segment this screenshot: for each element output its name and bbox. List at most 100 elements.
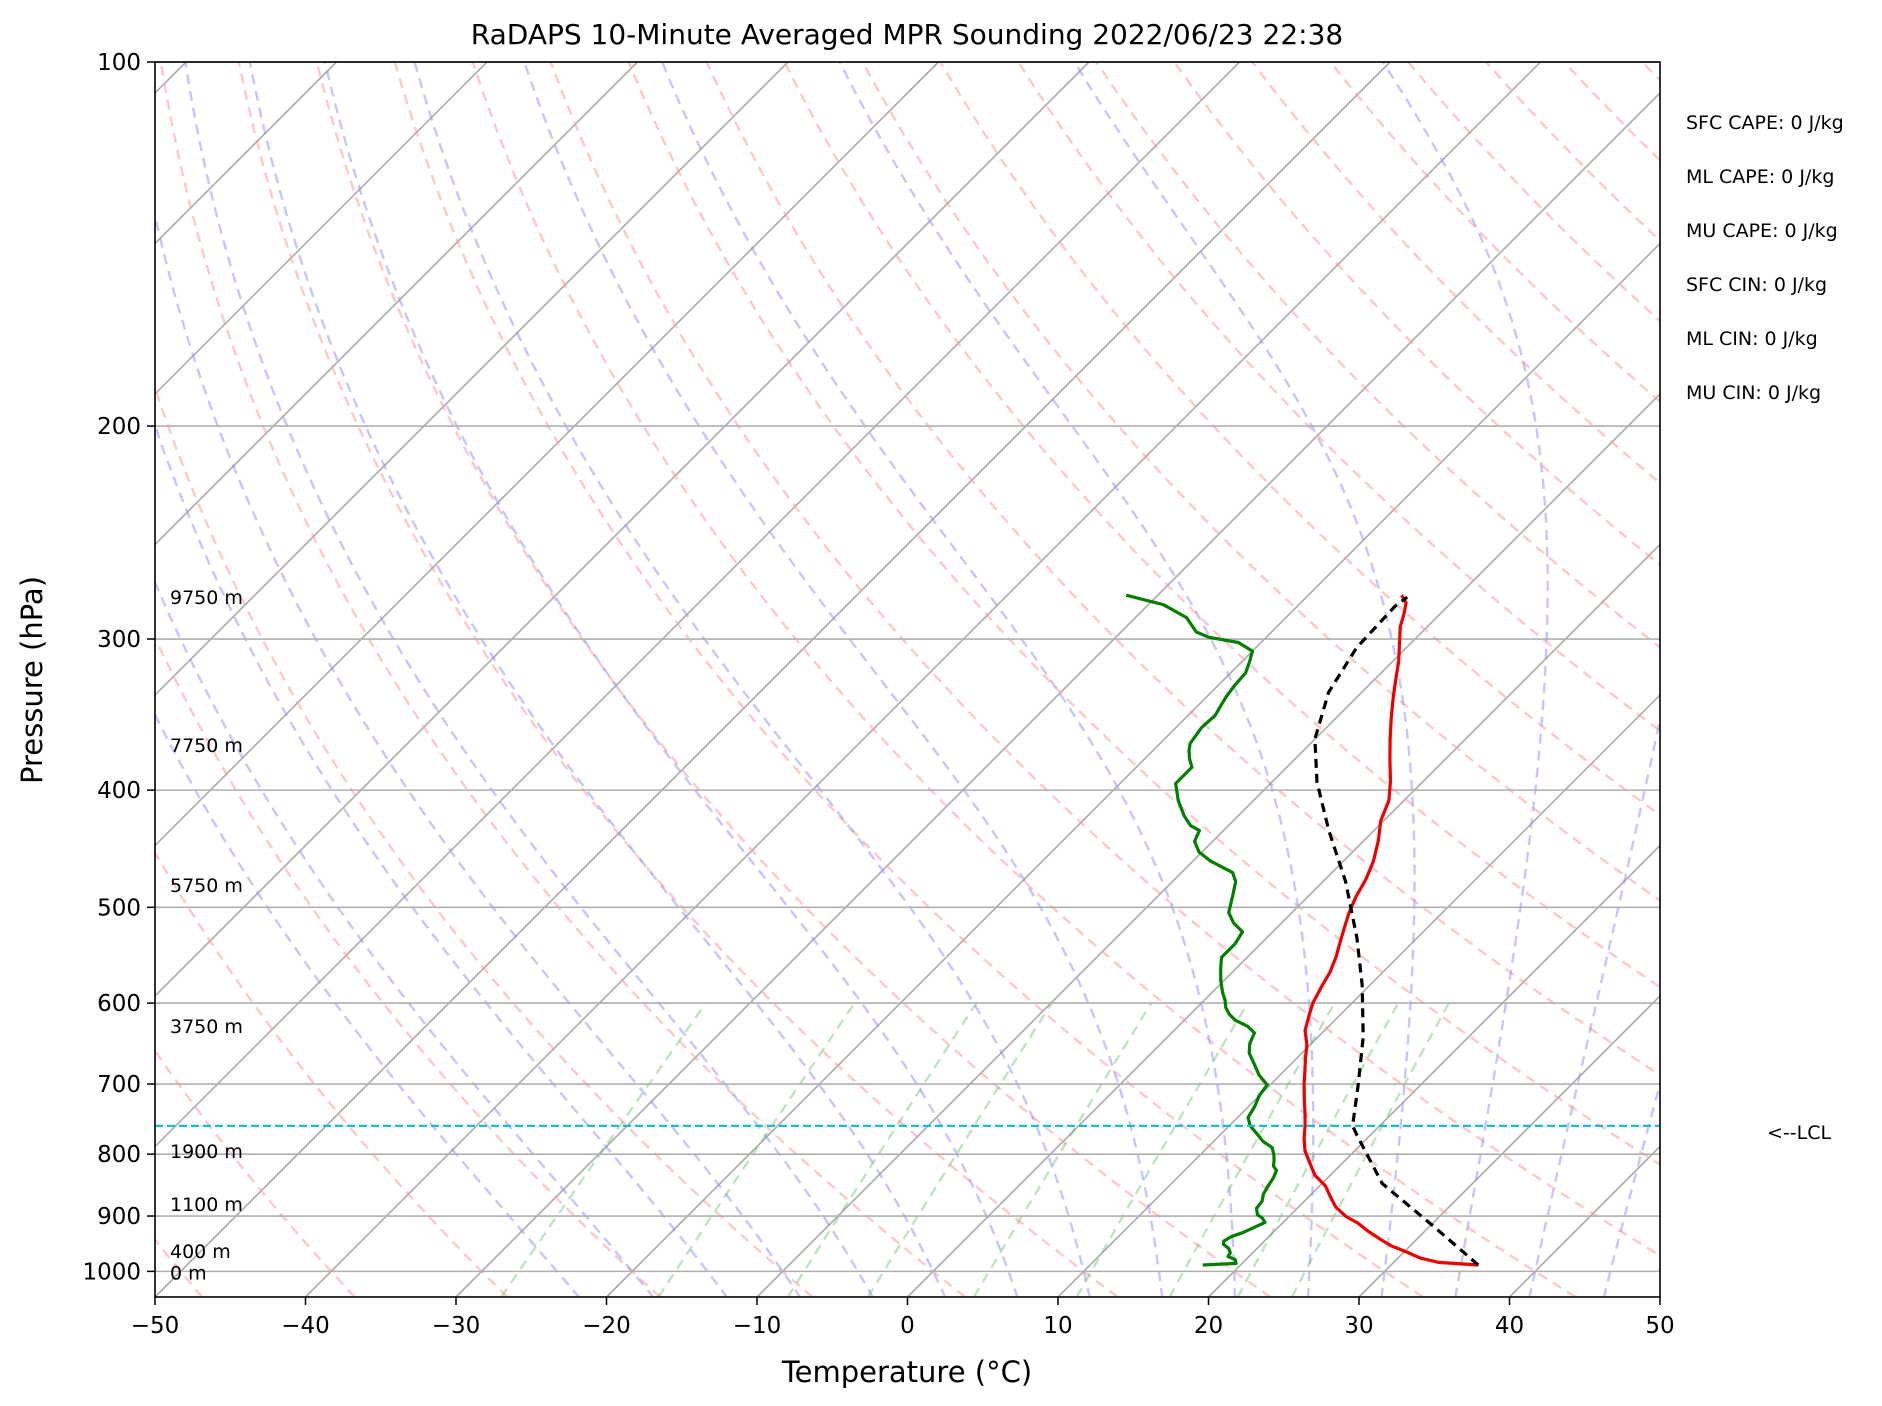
isotherm-line bbox=[906, 543, 1660, 1297]
moist-adiabat-line bbox=[660, 62, 1237, 1297]
isotherm-line bbox=[455, 91, 1660, 1297]
dry-adiabat-line bbox=[155, 850, 509, 1297]
x-tick-label: 10 bbox=[1043, 1313, 1072, 1339]
x-tick-label: 0 bbox=[900, 1313, 915, 1339]
height-label: 9750 m bbox=[170, 587, 243, 609]
parcel-profile bbox=[1313, 595, 1480, 1267]
dry-adiabat-line bbox=[1017, 62, 1660, 733]
x-tick-label: −20 bbox=[582, 1313, 631, 1339]
mixing-ratio-line bbox=[866, 1002, 1053, 1297]
moist-adiabat-line bbox=[155, 210, 802, 1297]
stat-label: ML CAPE: 0 J/kg bbox=[1686, 166, 1834, 188]
y-tick-label: 100 bbox=[97, 50, 141, 76]
x-tick-label: −30 bbox=[432, 1313, 481, 1339]
dry-adiabat-line bbox=[705, 62, 1660, 1077]
height-labels: 9750 m 7750 m 5750 m 3750 m 1900 m 1100 m 400 … bbox=[170, 587, 243, 1284]
dry-adiabat-line bbox=[237, 62, 1119, 1297]
height-label: 1100 m bbox=[170, 1194, 243, 1216]
isotherm-line bbox=[155, 62, 639, 546]
mixing-ratio-line bbox=[500, 1002, 707, 1297]
mixing-ratio-line bbox=[786, 1002, 978, 1297]
x-axis: −50 −40 −30 −20 −10 0 10 20 30 40 50 bbox=[131, 1297, 1675, 1339]
height-label: 5750 m bbox=[170, 875, 243, 897]
moist-adiabat-line bbox=[155, 711, 581, 1297]
stat-label: MU CAPE: 0 J/kg bbox=[1686, 220, 1838, 242]
lcl-label: <--LCL bbox=[1767, 1122, 1831, 1144]
y-tick-label: 500 bbox=[97, 895, 141, 921]
isotherm-line bbox=[1659, 1295, 1660, 1297]
y-tick-label: 800 bbox=[97, 1142, 141, 1168]
dry-adiabat-line bbox=[1173, 62, 1660, 567]
dry-adiabat-line bbox=[627, 62, 1660, 1167]
x-tick-label: 50 bbox=[1645, 1313, 1674, 1339]
mixing-ratio-line bbox=[1290, 1002, 1450, 1297]
dry-adiabat-line bbox=[549, 62, 1660, 1258]
moist-adiabat-line bbox=[838, 62, 1315, 1297]
x-tick-label: 30 bbox=[1344, 1313, 1373, 1339]
stability-stats: SFC CAPE: 0 J/kg ML CAPE: 0 J/kg MU CAPE: … bbox=[1686, 112, 1844, 404]
x-tick-label: −50 bbox=[131, 1313, 180, 1339]
mixing-ratio-line bbox=[1236, 1002, 1400, 1297]
y-tick-label: 1000 bbox=[82, 1259, 141, 1285]
moist-adiabat-line bbox=[413, 62, 1091, 1297]
moist-adiabat-line bbox=[155, 579, 655, 1297]
y-tick-label: 200 bbox=[97, 414, 141, 440]
isotherm-line bbox=[155, 62, 488, 396]
dry-adiabat-line bbox=[315, 62, 1272, 1297]
isotherm-line bbox=[1207, 844, 1660, 1297]
moist-adiabat-line bbox=[248, 62, 947, 1297]
y-tick-label: 900 bbox=[97, 1204, 141, 1230]
y-axis-label: Pressure (hPa) bbox=[15, 576, 49, 784]
x-tick-label: −40 bbox=[281, 1313, 330, 1339]
stat-label: SFC CIN: 0 J/kg bbox=[1686, 274, 1827, 296]
isotherm-line bbox=[304, 62, 1542, 1297]
height-label: 7750 m bbox=[170, 735, 243, 757]
isotherm-line bbox=[155, 62, 789, 697]
isotherm-line bbox=[155, 62, 1241, 1148]
y-tick-label: 700 bbox=[97, 1072, 141, 1098]
moist-adiabat-line bbox=[1602, 1079, 1660, 1297]
moist-adiabat-line bbox=[1528, 713, 1660, 1297]
isotherm-line bbox=[155, 62, 940, 847]
x-tick-label: 20 bbox=[1194, 1313, 1223, 1339]
y-axis: 100 200 300 400 500 600 700 800 900 1000 bbox=[82, 50, 155, 1285]
isotherm-line bbox=[605, 242, 1660, 1297]
height-label: 400 m bbox=[170, 1241, 231, 1263]
isotherm-line bbox=[155, 62, 1391, 1297]
height-label: 0 m bbox=[170, 1262, 207, 1284]
chart-title: RaDAPS 10-Minute Averaged MPR Sounding 2… bbox=[471, 18, 1343, 51]
moist-adiabat-line bbox=[155, 422, 729, 1297]
temperature-profile bbox=[1302, 594, 1479, 1267]
x-tick-label: 40 bbox=[1495, 1313, 1524, 1339]
isotherm-line bbox=[155, 62, 1090, 998]
isotherm-line bbox=[1358, 994, 1660, 1297]
height-label: 3750 m bbox=[170, 1016, 243, 1038]
dry-adiabat-line bbox=[393, 62, 1424, 1297]
moist-adiabat-line bbox=[323, 62, 1019, 1297]
background-lines bbox=[155, 62, 1660, 1297]
series-layer bbox=[1125, 593, 1480, 1267]
dewpoint-profile bbox=[1125, 593, 1279, 1267]
dry-adiabat-line bbox=[861, 62, 1660, 902]
moist-adiabat-line bbox=[1073, 62, 1416, 1297]
stat-label: MU CIN: 0 J/kg bbox=[1686, 382, 1821, 404]
mixing-ratio-line bbox=[1168, 1002, 1336, 1297]
dry-adiabat-line bbox=[1641, 62, 1660, 83]
dry-adiabat-line bbox=[155, 384, 814, 1297]
y-tick-label: 600 bbox=[97, 991, 141, 1017]
moist-adiabat-line bbox=[184, 62, 875, 1297]
dry-adiabat-line bbox=[471, 62, 1577, 1297]
stat-label: ML CIN: 0 J/kg bbox=[1686, 328, 1818, 350]
y-tick-label: 400 bbox=[97, 778, 141, 804]
mixing-ratio-line bbox=[657, 1002, 856, 1297]
moist-adiabat-line bbox=[523, 62, 1164, 1297]
y-tick-label: 300 bbox=[97, 627, 141, 653]
height-label: 1900 m bbox=[170, 1141, 243, 1163]
moist-adiabat-line bbox=[1381, 62, 1549, 1297]
dry-adiabat-line bbox=[159, 62, 966, 1297]
dry-adiabat-line bbox=[155, 634, 661, 1297]
x-tick-label: −10 bbox=[733, 1313, 782, 1339]
plot-background bbox=[155, 62, 1660, 1297]
stat-label: SFC CAPE: 0 J/kg bbox=[1686, 112, 1844, 134]
